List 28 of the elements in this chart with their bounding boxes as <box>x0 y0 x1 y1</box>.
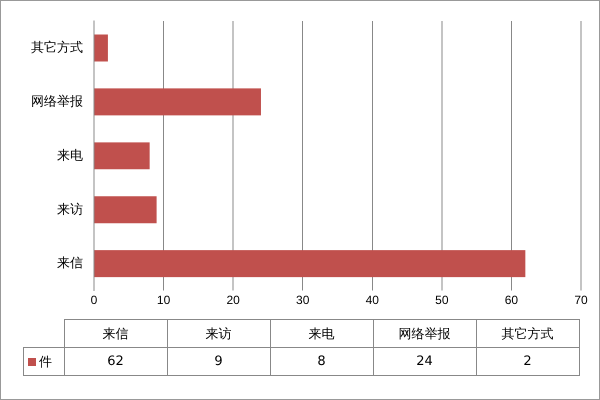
category-label: 来电 <box>270 320 373 348</box>
data-label: 24 <box>373 348 476 376</box>
data-label: 2 <box>476 348 579 376</box>
bar <box>94 142 150 170</box>
bar <box>94 250 526 278</box>
x-tick-label: 0 <box>90 293 98 308</box>
y-tick-label: 来信 <box>57 255 83 270</box>
x-tick-label: 60 <box>504 293 518 308</box>
x-tick-label: 10 <box>156 293 171 308</box>
x-tick-label: 40 <box>366 293 380 308</box>
category-label: 来访 <box>167 320 270 348</box>
data-label: 8 <box>270 348 373 376</box>
x-tick-label: 70 <box>574 293 588 308</box>
data-label: 9 <box>167 348 270 376</box>
bar <box>94 34 108 62</box>
y-tick-label: 来电 <box>57 147 83 162</box>
bar <box>94 196 157 224</box>
bar <box>94 88 261 116</box>
y-tick-label: 其它方式 <box>31 40 83 55</box>
x-tick-label: 20 <box>226 293 240 308</box>
y-tick-label: 来访 <box>57 201 83 216</box>
x-tick-label: 30 <box>296 293 310 308</box>
x-tick-label: 50 <box>435 293 449 308</box>
data-label: 62 <box>64 348 167 376</box>
category-label: 网络举报 <box>373 320 476 348</box>
category-label: 其它方式 <box>476 320 579 348</box>
legend-label: 件 <box>24 348 64 376</box>
y-tick-label: 网络举报 <box>31 93 83 108</box>
